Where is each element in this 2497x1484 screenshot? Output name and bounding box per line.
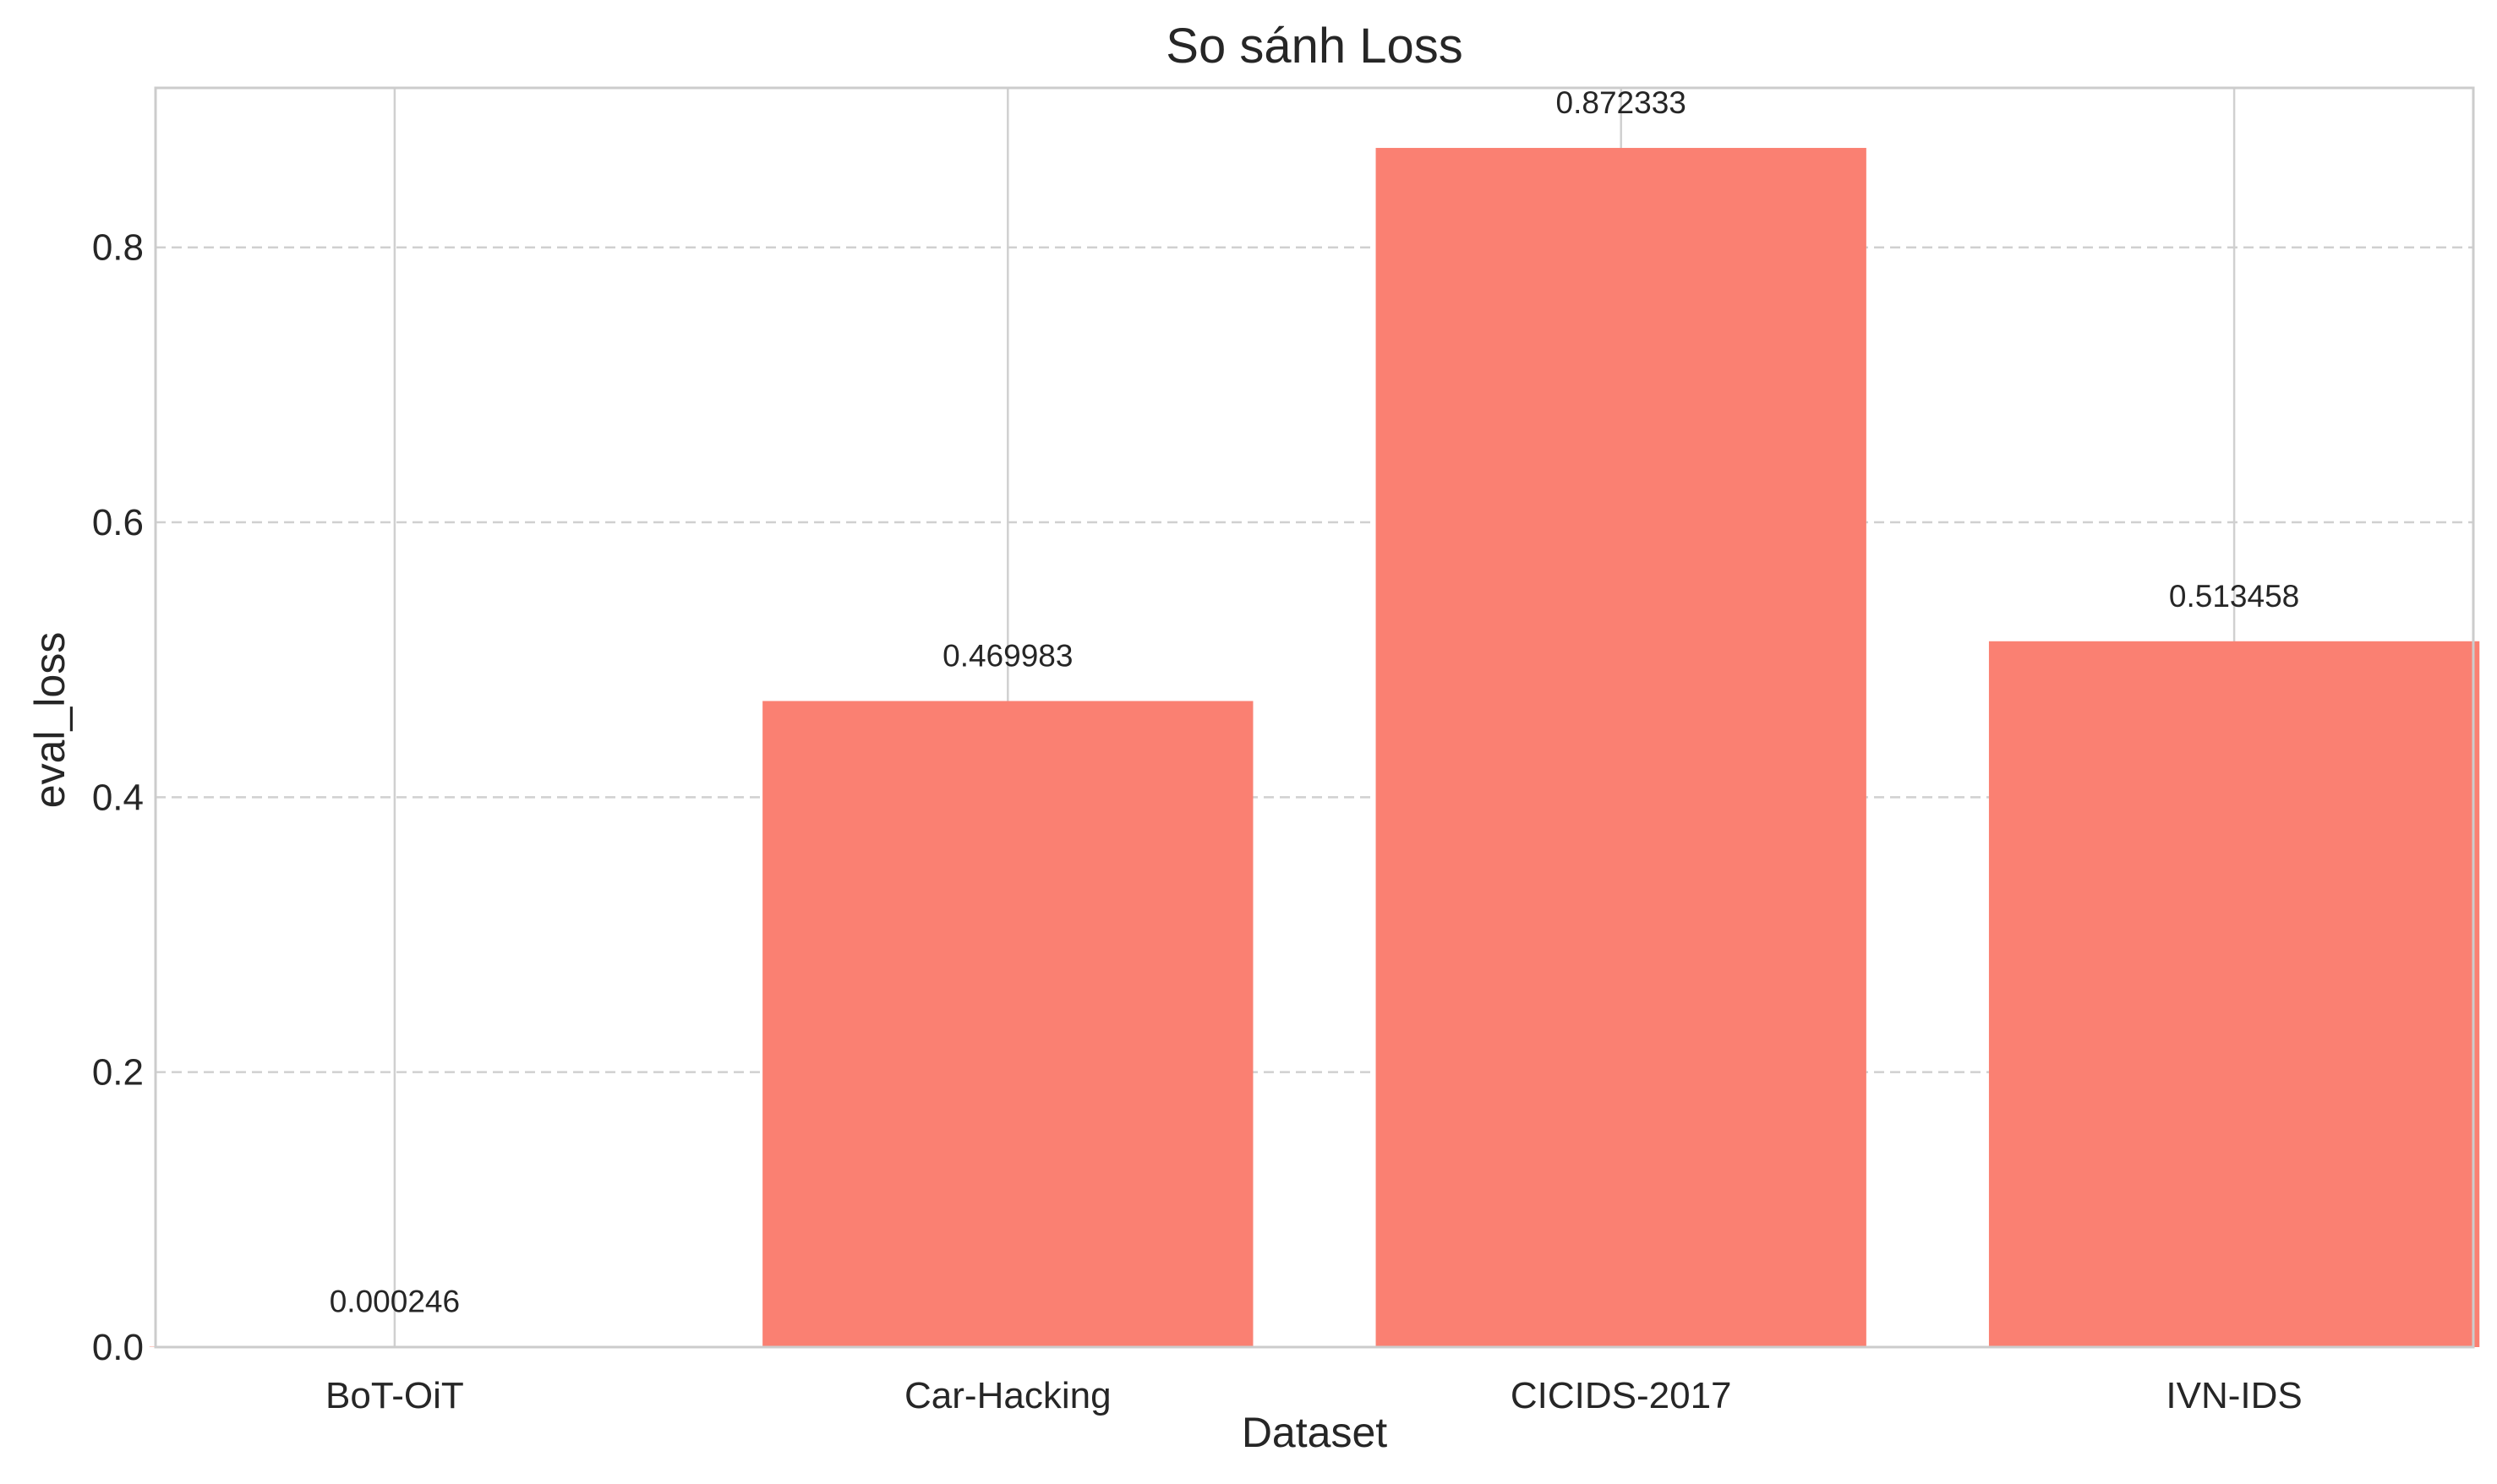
y-tick-label-4: 0.8 xyxy=(92,227,144,269)
y-tick-labels: 0.0 0.2 0.4 0.6 0.8 xyxy=(92,227,144,1368)
data-labels: 0.000246 0.469983 0.872333 0.513458 xyxy=(330,85,2300,1319)
data-label-CICIDS-2017: 0.872333 xyxy=(1556,85,1686,120)
y-tick-label-0: 0.0 xyxy=(92,1327,144,1368)
y-axis-label: eval_loss xyxy=(26,632,74,808)
data-label-BoT-OiT: 0.000246 xyxy=(330,1285,460,1319)
plot-frame xyxy=(154,86,2475,1349)
bars xyxy=(149,148,2480,1347)
data-label-IVN-IDS: 0.513458 xyxy=(2169,579,2299,614)
chart-title: So sánh Loss xyxy=(1166,19,1462,74)
bar-CICIDS-2017 xyxy=(1375,148,1866,1347)
x-axis-label: Dataset xyxy=(1242,1409,1387,1456)
y-tick-label-3: 0.6 xyxy=(92,502,144,543)
x-tick-label-1: Car-Hacking xyxy=(904,1375,1112,1416)
x-tick-labels: BoT-OiT Car-Hacking CICIDS-2017 IVN-IDS xyxy=(325,1375,2303,1416)
x-tick-label-2: CICIDS-2017 xyxy=(1511,1375,1732,1416)
x-tick-label-0: BoT-OiT xyxy=(325,1375,464,1416)
data-label-Car-Hacking: 0.469983 xyxy=(943,639,1073,674)
bar-Car-Hacking xyxy=(762,701,1254,1347)
bar-IVN-IDS xyxy=(1988,641,2480,1347)
y-tick-label-2: 0.4 xyxy=(92,777,144,818)
y-tick-label-1: 0.2 xyxy=(92,1052,144,1094)
x-tick-label-3: IVN-IDS xyxy=(2166,1375,2302,1416)
